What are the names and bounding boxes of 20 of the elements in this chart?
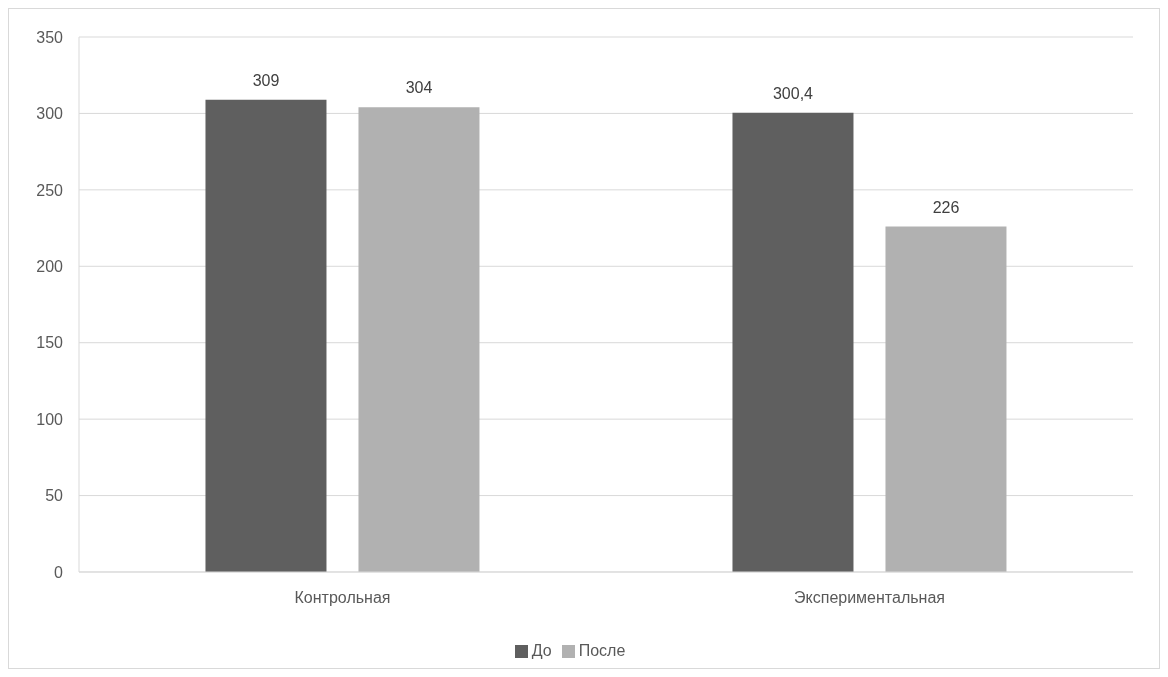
legend-label: После: [578, 642, 626, 659]
y-tick-label: 100: [36, 410, 64, 428]
y-tick-label: 150: [36, 334, 64, 352]
data-label: 304: [405, 79, 433, 97]
y-tick-label: 0: [54, 563, 64, 581]
x-tick-label: Контрольная: [294, 589, 391, 607]
bar: [205, 99, 327, 572]
y-tick-label: 250: [36, 181, 64, 199]
data-label: 226: [932, 198, 960, 216]
x-tick-label: Экспериментальная: [794, 589, 945, 607]
data-label: 300,4: [772, 84, 814, 102]
y-tick-label: 350: [36, 28, 64, 46]
legend-label: До: [531, 642, 552, 659]
y-tick-label: 300: [36, 105, 64, 123]
y-tick-label: 50: [45, 487, 64, 505]
y-tick-label: 200: [36, 257, 64, 275]
data-label: 309: [252, 71, 280, 89]
bar: [885, 226, 1007, 572]
bar: [732, 112, 854, 572]
bar: [358, 107, 480, 572]
